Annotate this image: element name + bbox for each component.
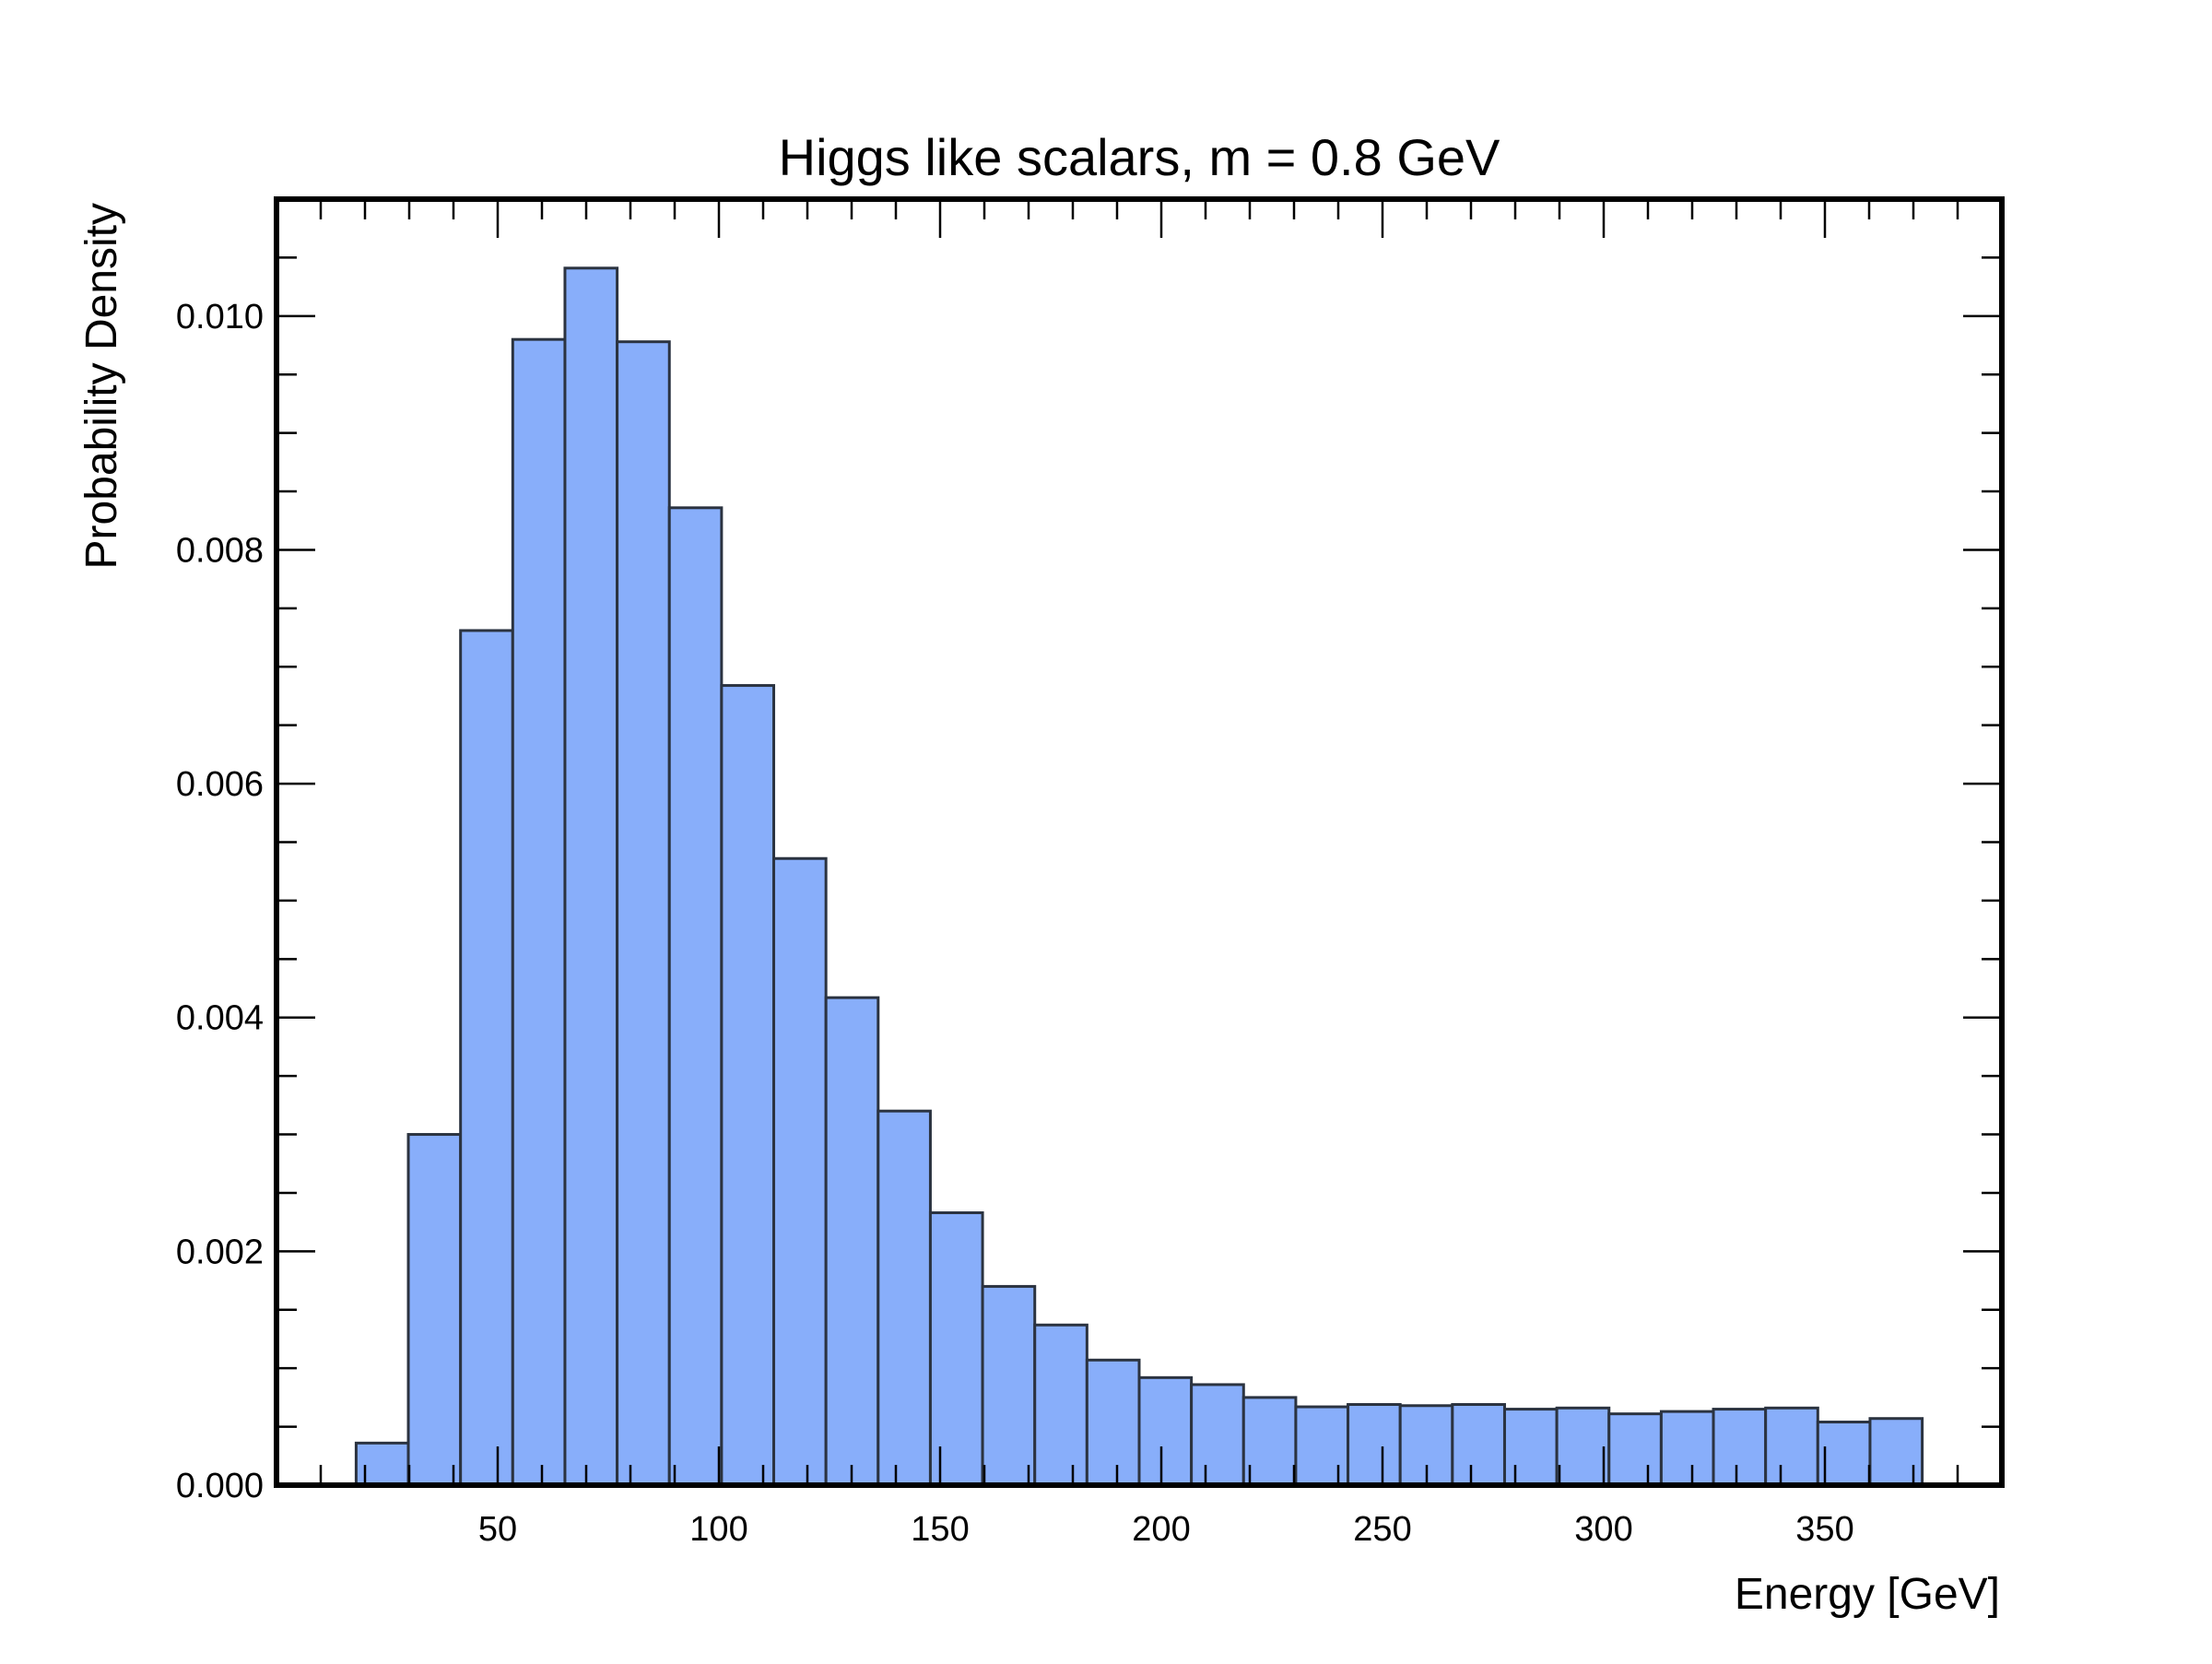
histogram-bar (616, 340, 671, 1487)
y-axis-label: Probability Density (77, 203, 126, 570)
histogram-bar (877, 1109, 932, 1487)
histogram-bar (667, 506, 724, 1487)
histogram-bar (563, 266, 619, 1487)
histogram-bar (720, 684, 776, 1487)
histogram-bar (981, 1284, 1037, 1487)
histogram-bar (1502, 1408, 1559, 1487)
y-tick-label: 0.008 (176, 531, 264, 570)
chart-title: Higgs like scalars, m = 0.8 GeV (779, 128, 1500, 186)
histogram-bar (1085, 1358, 1141, 1487)
x-axis-label: Energy [GeV] (1735, 1570, 2000, 1619)
y-tick-label: 0.010 (176, 298, 264, 336)
x-tick-label: 350 (1795, 1510, 1853, 1549)
x-tick-label: 300 (1574, 1510, 1632, 1549)
histogram-bar (1659, 1410, 1715, 1487)
histogram-bar (1190, 1383, 1245, 1487)
histogram-bar (1033, 1323, 1088, 1487)
x-tick-label: 100 (689, 1510, 747, 1549)
histogram-bar (511, 337, 567, 1487)
histogram-bar (1241, 1396, 1298, 1487)
histogram-bar (1555, 1406, 1611, 1487)
x-tick-label: 250 (1353, 1510, 1411, 1549)
y-tick-label: 0.006 (176, 765, 264, 804)
histogram-bar (1712, 1408, 1768, 1487)
plot-frame (274, 196, 2005, 1488)
y-tick-label: 0.004 (176, 999, 264, 1038)
ticks-layer (276, 199, 2002, 1487)
x-tick-label: 150 (911, 1510, 969, 1549)
histogram-bar (824, 996, 880, 1487)
bars-layer (354, 266, 1924, 1487)
x-tick-label: 50 (478, 1510, 517, 1549)
histogram-bar (1137, 1375, 1194, 1487)
histogram-bar (1347, 1402, 1402, 1487)
histogram-bar (406, 1133, 463, 1487)
tick-labels-layer: 50 100 150 200 250 300 350 0.000 0.002 0.004 0.006… (176, 298, 1854, 1549)
histogram-bar (1764, 1406, 1819, 1487)
y-tick-label: 0.000 (176, 1467, 264, 1505)
x-tick-label: 200 (1132, 1510, 1190, 1549)
histogram-bar (772, 856, 828, 1487)
histogram-bar (459, 629, 514, 1487)
histogram-bar (1294, 1405, 1350, 1487)
histogram-bar (1451, 1402, 1506, 1487)
y-tick-label: 0.002 (176, 1233, 264, 1271)
histogram-bar (1607, 1412, 1663, 1487)
histogram-bar (928, 1211, 984, 1487)
